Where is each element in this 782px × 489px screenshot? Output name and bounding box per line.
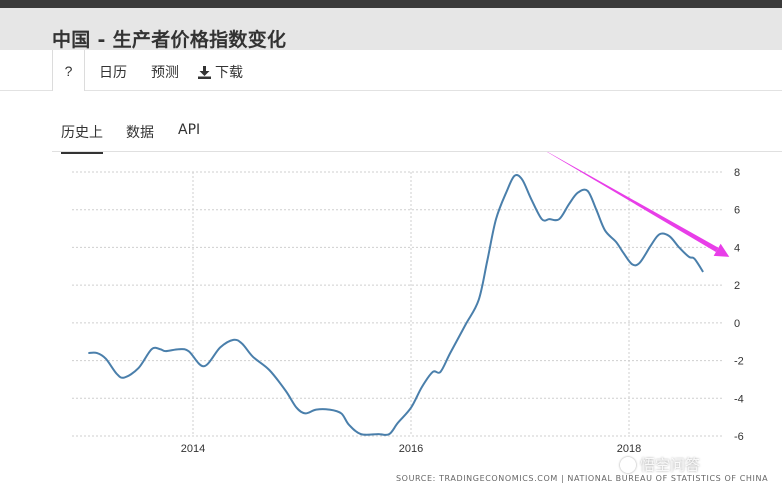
arrow-head [713, 243, 730, 257]
chart-ticks: 8 6 4 2 0 -2 -4 -6 2014 2016 2018 [181, 167, 744, 455]
x-tick-label: 2018 [617, 443, 641, 455]
y-tick-label: 2 [734, 280, 740, 292]
chart-series [88, 174, 704, 436]
top-dark-bar [0, 0, 782, 8]
arrow-shaft [547, 152, 719, 253]
chart-source: SOURCE: TRADINGECONOMICS.COM | NATIONAL … [396, 474, 769, 483]
ppi-series-line [88, 174, 704, 436]
y-tick-label: 8 [734, 167, 740, 179]
title-band: 中国 - 生产者价格指数变化 [0, 8, 782, 51]
y-tick-label: 0 [734, 318, 740, 330]
download-label: 下载 [215, 65, 243, 81]
forecast-link[interactable]: 预测 [151, 65, 179, 81]
chart-tabs: 历史上 数据 API [52, 112, 782, 154]
x-tick-label: 2014 [181, 443, 205, 455]
watermark: 悟空问答 [620, 454, 700, 475]
y-tick-label: -6 [734, 431, 744, 443]
help-button[interactable]: ? [52, 50, 85, 91]
calendar-link[interactable]: 日历 [99, 65, 127, 81]
y-tick-label: 6 [734, 205, 740, 217]
tab-history[interactable]: 历史上 [61, 122, 103, 154]
page-title: 中国 - 生产者价格指数变化 [52, 29, 287, 51]
download-button[interactable]: 下载 [198, 62, 243, 82]
x-tick-label: 2016 [399, 443, 423, 455]
y-tick-label: -2 [734, 356, 744, 368]
chart-annotations [547, 152, 730, 257]
watermark-text: 悟空问答 [640, 456, 701, 474]
chart-toolbar: ? 日历 预测 下载 [0, 50, 782, 91]
download-icon [198, 65, 211, 79]
tab-api[interactable]: API [178, 122, 201, 138]
y-tick-label: 4 [734, 242, 740, 254]
chart-gridlines [72, 171, 722, 437]
watermark-logo-icon [620, 456, 636, 473]
tab-data[interactable]: 数据 [126, 125, 154, 141]
y-tick-label: -4 [734, 393, 744, 405]
ppi-line-chart: 8 6 4 2 0 -2 -4 -6 2014 2016 2018 [72, 152, 744, 455]
